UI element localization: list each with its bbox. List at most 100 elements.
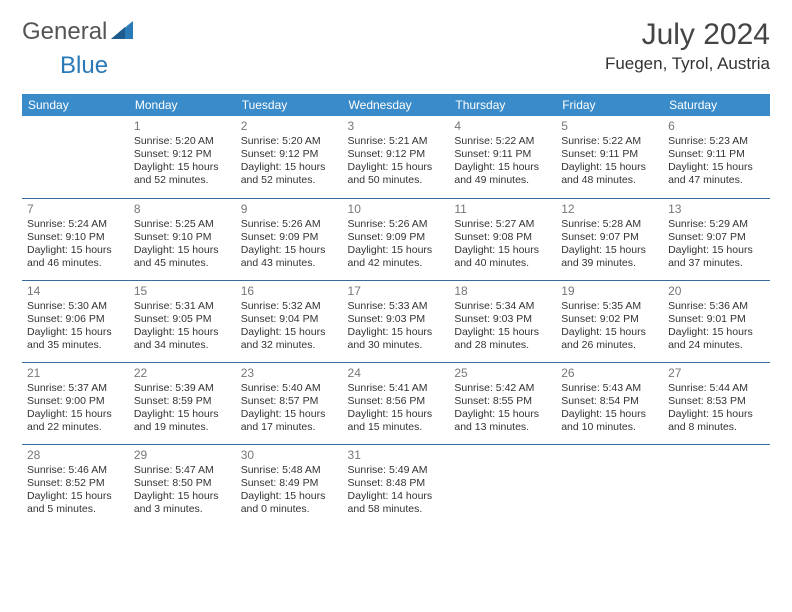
day-header: Thursday (449, 94, 556, 116)
calendar-day-cell: 26Sunrise: 5:43 AMSunset: 8:54 PMDayligh… (556, 362, 663, 444)
daylight-line: Daylight: 15 hours and 34 minutes. (134, 326, 231, 352)
daylight-line: Daylight: 15 hours and 52 minutes. (241, 161, 338, 187)
day-number: 10 (348, 202, 445, 217)
sunrise-line: Sunrise: 5:46 AM (27, 464, 124, 477)
calendar-week-row: 21Sunrise: 5:37 AMSunset: 9:00 PMDayligh… (22, 362, 770, 444)
sunset-line: Sunset: 8:57 PM (241, 395, 338, 408)
sunset-line: Sunset: 9:05 PM (134, 313, 231, 326)
sunrise-line: Sunrise: 5:44 AM (668, 382, 765, 395)
sunrise-line: Sunrise: 5:22 AM (561, 135, 658, 148)
day-header: Sunday (22, 94, 129, 116)
day-number: 19 (561, 284, 658, 299)
sunrise-line: Sunrise: 5:49 AM (348, 464, 445, 477)
daylight-line: Daylight: 15 hours and 40 minutes. (454, 244, 551, 270)
day-header: Monday (129, 94, 236, 116)
sunset-line: Sunset: 9:10 PM (134, 231, 231, 244)
calendar-day-cell (663, 444, 770, 526)
sunrise-line: Sunrise: 5:21 AM (348, 135, 445, 148)
day-number: 6 (668, 119, 765, 134)
daylight-line: Daylight: 15 hours and 3 minutes. (134, 490, 231, 516)
sunrise-line: Sunrise: 5:29 AM (668, 218, 765, 231)
sunrise-line: Sunrise: 5:48 AM (241, 464, 338, 477)
daylight-line: Daylight: 15 hours and 52 minutes. (134, 161, 231, 187)
daylight-line: Daylight: 15 hours and 32 minutes. (241, 326, 338, 352)
calendar-day-cell (449, 444, 556, 526)
calendar-day-cell: 7Sunrise: 5:24 AMSunset: 9:10 PMDaylight… (22, 198, 129, 280)
calendar-day-cell: 27Sunrise: 5:44 AMSunset: 8:53 PMDayligh… (663, 362, 770, 444)
sunset-line: Sunset: 8:50 PM (134, 477, 231, 490)
sunset-line: Sunset: 9:07 PM (668, 231, 765, 244)
location-subtitle: Fuegen, Tyrol, Austria (605, 54, 770, 74)
sunset-line: Sunset: 9:01 PM (668, 313, 765, 326)
sunrise-line: Sunrise: 5:36 AM (668, 300, 765, 313)
sunset-line: Sunset: 8:49 PM (241, 477, 338, 490)
sunset-line: Sunset: 8:53 PM (668, 395, 765, 408)
day-number: 30 (241, 448, 338, 463)
sunset-line: Sunset: 9:09 PM (241, 231, 338, 244)
calendar-day-cell: 11Sunrise: 5:27 AMSunset: 9:08 PMDayligh… (449, 198, 556, 280)
day-number: 17 (348, 284, 445, 299)
calendar-day-cell: 6Sunrise: 5:23 AMSunset: 9:11 PMDaylight… (663, 116, 770, 198)
daylight-line: Daylight: 15 hours and 10 minutes. (561, 408, 658, 434)
day-number: 29 (134, 448, 231, 463)
calendar-day-cell (556, 444, 663, 526)
daylight-line: Daylight: 15 hours and 13 minutes. (454, 408, 551, 434)
calendar-week-row: 7Sunrise: 5:24 AMSunset: 9:10 PMDaylight… (22, 198, 770, 280)
sunset-line: Sunset: 8:55 PM (454, 395, 551, 408)
calendar-day-cell: 9Sunrise: 5:26 AMSunset: 9:09 PMDaylight… (236, 198, 343, 280)
sunrise-line: Sunrise: 5:24 AM (27, 218, 124, 231)
day-number: 21 (27, 366, 124, 381)
sunset-line: Sunset: 9:12 PM (134, 148, 231, 161)
calendar-day-cell: 12Sunrise: 5:28 AMSunset: 9:07 PMDayligh… (556, 198, 663, 280)
sunset-line: Sunset: 9:11 PM (454, 148, 551, 161)
logo: General (22, 18, 137, 46)
sunrise-line: Sunrise: 5:22 AM (454, 135, 551, 148)
day-number: 7 (27, 202, 124, 217)
sunset-line: Sunset: 9:10 PM (27, 231, 124, 244)
sunset-line: Sunset: 9:11 PM (668, 148, 765, 161)
sunrise-line: Sunrise: 5:28 AM (561, 218, 658, 231)
sunrise-line: Sunrise: 5:40 AM (241, 382, 338, 395)
sunrise-line: Sunrise: 5:37 AM (27, 382, 124, 395)
sunrise-line: Sunrise: 5:33 AM (348, 300, 445, 313)
calendar-day-cell: 4Sunrise: 5:22 AMSunset: 9:11 PMDaylight… (449, 116, 556, 198)
sunset-line: Sunset: 9:12 PM (348, 148, 445, 161)
calendar-day-cell: 15Sunrise: 5:31 AMSunset: 9:05 PMDayligh… (129, 280, 236, 362)
day-number: 2 (241, 119, 338, 134)
sunrise-line: Sunrise: 5:43 AM (561, 382, 658, 395)
sunset-line: Sunset: 9:02 PM (561, 313, 658, 326)
day-number: 23 (241, 366, 338, 381)
sunset-line: Sunset: 8:56 PM (348, 395, 445, 408)
calendar-day-cell: 24Sunrise: 5:41 AMSunset: 8:56 PMDayligh… (343, 362, 450, 444)
calendar-day-cell: 2Sunrise: 5:20 AMSunset: 9:12 PMDaylight… (236, 116, 343, 198)
sunrise-line: Sunrise: 5:34 AM (454, 300, 551, 313)
day-header: Wednesday (343, 94, 450, 116)
sunset-line: Sunset: 9:08 PM (454, 231, 551, 244)
calendar-day-cell: 10Sunrise: 5:26 AMSunset: 9:09 PMDayligh… (343, 198, 450, 280)
daylight-line: Daylight: 15 hours and 48 minutes. (561, 161, 658, 187)
day-number: 27 (668, 366, 765, 381)
day-number: 8 (134, 202, 231, 217)
calendar-day-cell: 1Sunrise: 5:20 AMSunset: 9:12 PMDaylight… (129, 116, 236, 198)
daylight-line: Daylight: 15 hours and 26 minutes. (561, 326, 658, 352)
daylight-line: Daylight: 15 hours and 17 minutes. (241, 408, 338, 434)
daylight-line: Daylight: 15 hours and 19 minutes. (134, 408, 231, 434)
sunset-line: Sunset: 9:04 PM (241, 313, 338, 326)
sunrise-line: Sunrise: 5:39 AM (134, 382, 231, 395)
calendar-day-cell: 5Sunrise: 5:22 AMSunset: 9:11 PMDaylight… (556, 116, 663, 198)
daylight-line: Daylight: 15 hours and 37 minutes. (668, 244, 765, 270)
daylight-line: Daylight: 15 hours and 30 minutes. (348, 326, 445, 352)
sunset-line: Sunset: 8:54 PM (561, 395, 658, 408)
calendar-day-cell: 13Sunrise: 5:29 AMSunset: 9:07 PMDayligh… (663, 198, 770, 280)
sunset-line: Sunset: 9:00 PM (27, 395, 124, 408)
day-header: Friday (556, 94, 663, 116)
calendar-day-cell: 3Sunrise: 5:21 AMSunset: 9:12 PMDaylight… (343, 116, 450, 198)
sunrise-line: Sunrise: 5:35 AM (561, 300, 658, 313)
day-number: 15 (134, 284, 231, 299)
day-number: 22 (134, 366, 231, 381)
daylight-line: Daylight: 15 hours and 39 minutes. (561, 244, 658, 270)
daylight-line: Daylight: 15 hours and 49 minutes. (454, 161, 551, 187)
daylight-line: Daylight: 15 hours and 22 minutes. (27, 408, 124, 434)
day-number: 25 (454, 366, 551, 381)
sunrise-line: Sunrise: 5:26 AM (241, 218, 338, 231)
